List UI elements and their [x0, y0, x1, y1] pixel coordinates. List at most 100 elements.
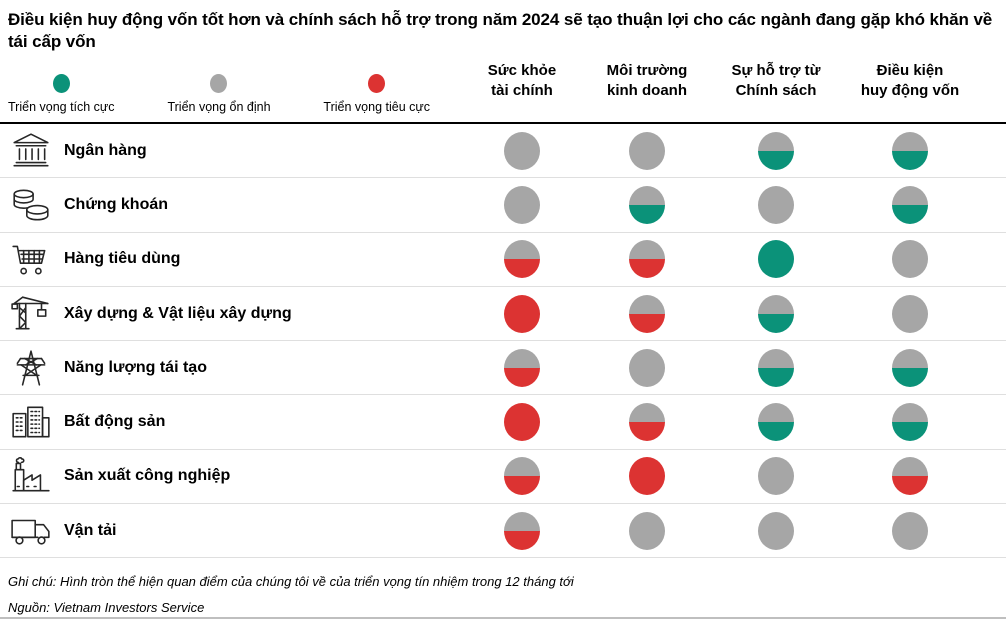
- outlook-dot-stable-positive: [892, 403, 928, 442]
- outlook-dot-stable-positive: [758, 403, 794, 442]
- outlook-cell: [710, 294, 842, 333]
- footnote-source: Nguồn: Vietnam Investors Service: [8, 600, 205, 616]
- sector-label: Ngân hàng: [64, 141, 147, 159]
- outlook-cell: [584, 457, 710, 496]
- outlook-dot-stable-positive: [892, 131, 928, 170]
- sector-label: Năng lượng tái tạo: [64, 358, 207, 376]
- outlook-dot-negative: [504, 403, 540, 442]
- outlook-cell: [460, 294, 584, 333]
- column-header-policy-support: Sự hỗ trợ từ Chính sách: [710, 55, 842, 122]
- coins-icon: [0, 186, 62, 224]
- outlook-cell: [460, 403, 584, 442]
- outlook-dot-stable: [504, 131, 540, 170]
- outlook-cell: [460, 457, 584, 496]
- outlook-dot-stable: [758, 185, 794, 224]
- outlook-dot-stable-positive: [758, 294, 794, 333]
- column-header-line: Sự hỗ trợ từ: [731, 62, 821, 79]
- factory-icon: [0, 457, 62, 495]
- truck-icon: [0, 512, 62, 550]
- outlook-cell: [584, 403, 710, 442]
- sector-label: Hàng tiêu dùng: [64, 250, 181, 268]
- legend-label: Triển vọng tiêu cực: [323, 100, 430, 114]
- column-header-financial-health: Sức khỏe tài chính: [460, 55, 584, 122]
- column-header-line: huy động vốn: [860, 82, 960, 99]
- footnote-note: Ghi chú: Hình tròn thể hiện quan điểm củ…: [8, 574, 574, 590]
- outlook-cell: [842, 403, 978, 442]
- legend-label: Triển vọng tích cực: [8, 100, 115, 114]
- outlook-dot-stable-positive: [629, 185, 665, 224]
- outlook-dot-stable-positive: [892, 185, 928, 224]
- legend-item-negative: Triển vọng tiêu cực: [323, 74, 430, 114]
- outlook-cell: [710, 131, 842, 170]
- sector-label: Vận tải: [64, 521, 117, 539]
- outlook-dot-stable-negative: [504, 457, 540, 496]
- outlook-dot-stable: [892, 511, 928, 550]
- legend-item-positive: Triển vọng tích cực: [8, 74, 115, 114]
- bank-icon: [0, 132, 62, 170]
- outlook-cell: [584, 185, 710, 224]
- sector-label: Bất động sản: [64, 413, 166, 431]
- outlook-dot-stable-negative: [629, 240, 665, 279]
- table-row: Sản xuất công nghiệp: [0, 450, 1006, 505]
- table-row: Năng lượng tái tạo: [0, 341, 1006, 396]
- outlook-cell: [842, 348, 978, 387]
- outlook-cell: [842, 511, 978, 550]
- column-header-line: Môi trường: [606, 62, 688, 79]
- outlook-dot-stable-positive: [892, 348, 928, 387]
- outlook-dot-negative: [629, 457, 665, 496]
- outlook-dot-stable-negative: [504, 348, 540, 387]
- table-row: Vận tải: [0, 504, 1006, 559]
- outlook-dot-positive: [758, 240, 794, 279]
- outlook-dot-stable-negative: [629, 403, 665, 442]
- table-row: Hàng tiêu dùng: [0, 233, 1006, 287]
- legend-dot: [210, 74, 228, 93]
- power-tower-icon: [0, 349, 62, 387]
- outlook-dot-stable-negative: [504, 240, 540, 279]
- column-header-line: tài chính: [491, 82, 553, 99]
- outlook-cell: [460, 240, 584, 279]
- outlook-cell: [710, 403, 842, 442]
- outlook-cell: [710, 511, 842, 550]
- outlook-dot-stable: [629, 131, 665, 170]
- table-row: Xây dựng & Vật liệu xây dựng: [0, 287, 1006, 342]
- legend-item-stable: Triển vọng ổn định: [167, 74, 271, 114]
- column-header-line: Điều kiện: [876, 62, 944, 79]
- outlook-cell: [710, 185, 842, 224]
- outlook-cell: [584, 348, 710, 387]
- outlook-cell: [460, 185, 584, 224]
- sector-label: Xây dựng & Vật liệu xây dựng: [64, 304, 292, 322]
- outlook-cell: [460, 348, 584, 387]
- legend: Triển vọng tích cực Triển vọng ổn định T…: [0, 55, 460, 122]
- outlook-dot-stable: [629, 511, 665, 550]
- sector-table: Ngân hàng Chứng khoán Hàng tiêu dùng Xây dự…: [0, 124, 1006, 559]
- outlook-dot-stable: [892, 294, 928, 333]
- outlook-dot-stable: [758, 511, 794, 550]
- outlook-cell: [460, 131, 584, 170]
- outlook-dot-stable: [892, 240, 928, 279]
- outlook-dot-negative: [504, 294, 540, 333]
- cart-icon: [0, 240, 62, 278]
- outlook-cell: [710, 348, 842, 387]
- footnotes: Ghi chú: Hình tròn thể hiện quan điểm củ…: [0, 558, 1006, 617]
- outlook-dot-stable-negative: [892, 457, 928, 496]
- sector-label: Sản xuất công nghiệp: [64, 467, 231, 485]
- outlook-dot-stable-positive: [758, 348, 794, 387]
- outlook-dot-stable-positive: [758, 131, 794, 170]
- column-header-line: Chính sách: [735, 82, 817, 99]
- outlook-cell: [842, 457, 978, 496]
- outlook-dot-stable: [504, 185, 540, 224]
- column-header-business-environment: Môi trường kinh doanh: [584, 55, 710, 122]
- legend-label: Triển vọng ổn định: [167, 100, 271, 114]
- buildings-icon: [0, 403, 62, 441]
- outlook-cell: [842, 131, 978, 170]
- outlook-cell: [842, 294, 978, 333]
- column-header-line: kinh doanh: [607, 82, 687, 99]
- table-row: Chứng khoán: [0, 178, 1006, 233]
- column-header-funding-conditions: Điều kiện huy động vốn: [842, 55, 978, 122]
- table-row: Ngân hàng: [0, 124, 1006, 179]
- outlook-dot-stable: [629, 348, 665, 387]
- outlook-cell: [584, 294, 710, 333]
- header-band: Triển vọng tích cực Triển vọng ổn định T…: [0, 55, 1006, 124]
- crane-icon: [0, 295, 62, 333]
